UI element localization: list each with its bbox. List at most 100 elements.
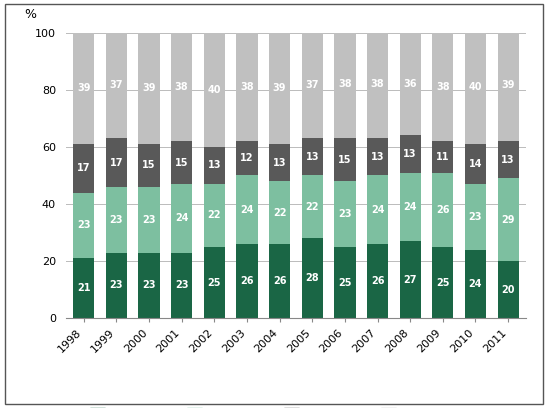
Text: 13: 13 (273, 157, 287, 168)
Text: 38: 38 (371, 79, 384, 89)
Bar (432, 141, 453, 173)
Bar (432, 33, 453, 141)
Text: 13: 13 (371, 152, 384, 162)
Text: 36: 36 (403, 79, 417, 89)
Text: 25: 25 (338, 277, 352, 288)
Bar (269, 244, 290, 318)
Text: 13: 13 (501, 155, 515, 165)
Text: 24: 24 (175, 213, 189, 223)
Bar (301, 138, 323, 175)
Text: 40: 40 (469, 82, 482, 92)
Bar (204, 147, 225, 184)
Text: 24: 24 (371, 205, 384, 215)
Text: 23: 23 (175, 280, 189, 290)
Text: 14: 14 (469, 159, 482, 169)
Bar (367, 244, 388, 318)
Bar (301, 33, 323, 138)
Bar (334, 30, 356, 138)
Bar (301, 238, 323, 318)
Bar (106, 33, 127, 138)
Bar (498, 261, 519, 318)
Bar (465, 30, 486, 144)
Text: 23: 23 (142, 215, 156, 225)
Bar (171, 33, 192, 141)
Text: 39: 39 (77, 83, 90, 93)
Bar (171, 141, 192, 184)
Bar (269, 144, 290, 181)
Bar (367, 30, 388, 138)
Bar (73, 144, 94, 193)
Text: 39: 39 (273, 83, 287, 93)
Text: 23: 23 (77, 220, 90, 231)
Text: 27: 27 (403, 275, 417, 285)
Text: 26: 26 (371, 276, 384, 286)
Text: 24: 24 (469, 279, 482, 289)
Bar (399, 33, 421, 135)
Text: 23: 23 (142, 280, 156, 290)
Bar (498, 141, 519, 178)
Bar (399, 173, 421, 241)
Text: 22: 22 (305, 202, 319, 212)
Text: 13: 13 (208, 160, 221, 171)
Bar (236, 244, 258, 318)
Bar (367, 175, 388, 244)
Bar (204, 247, 225, 318)
Text: 12: 12 (240, 153, 254, 163)
Text: 38: 38 (436, 82, 450, 92)
Bar (399, 135, 421, 173)
Text: 24: 24 (240, 205, 254, 215)
Text: 24: 24 (403, 202, 417, 212)
Bar (73, 193, 94, 258)
Text: 11: 11 (436, 152, 449, 162)
Text: 15: 15 (142, 160, 156, 171)
Bar (301, 175, 323, 238)
Bar (334, 181, 356, 247)
Text: 15: 15 (338, 155, 352, 165)
Text: 23: 23 (110, 215, 123, 225)
Bar (139, 144, 159, 187)
Bar (171, 253, 192, 318)
Bar (334, 247, 356, 318)
Bar (236, 141, 258, 175)
Bar (139, 33, 159, 144)
Bar (465, 184, 486, 250)
Bar (465, 144, 486, 184)
Bar (73, 258, 94, 318)
Bar (269, 33, 290, 144)
Text: 13: 13 (305, 152, 319, 162)
Text: 17: 17 (77, 163, 90, 173)
Text: 39: 39 (501, 80, 515, 91)
Text: 23: 23 (469, 212, 482, 222)
Text: 23: 23 (338, 209, 352, 219)
Text: 20: 20 (501, 285, 515, 295)
Bar (171, 184, 192, 253)
Bar (465, 250, 486, 318)
Bar (498, 178, 519, 261)
Bar (367, 138, 388, 175)
Bar (399, 241, 421, 318)
Bar (204, 184, 225, 247)
Bar (498, 30, 519, 141)
Text: 26: 26 (273, 276, 287, 286)
Bar (236, 33, 258, 141)
Bar (73, 33, 94, 144)
Text: 28: 28 (305, 273, 319, 283)
Text: 21: 21 (77, 283, 90, 293)
Text: %: % (24, 8, 36, 21)
Bar (334, 138, 356, 181)
Bar (139, 187, 159, 253)
Bar (432, 247, 453, 318)
Text: 25: 25 (436, 277, 449, 288)
Bar (236, 175, 258, 244)
Bar (432, 173, 453, 247)
Legend: 15–19 years, 20–24 years, 25–29 years, 30 years and over: 15–19 years, 20–24 years, 25–29 years, 3… (85, 404, 506, 408)
Bar (204, 33, 225, 147)
Text: 22: 22 (208, 211, 221, 220)
Text: 37: 37 (305, 80, 319, 91)
Bar (139, 253, 159, 318)
Text: 38: 38 (338, 79, 352, 89)
Text: 26: 26 (436, 205, 449, 215)
Bar (269, 181, 290, 244)
Text: 38: 38 (240, 82, 254, 92)
Bar (106, 138, 127, 187)
